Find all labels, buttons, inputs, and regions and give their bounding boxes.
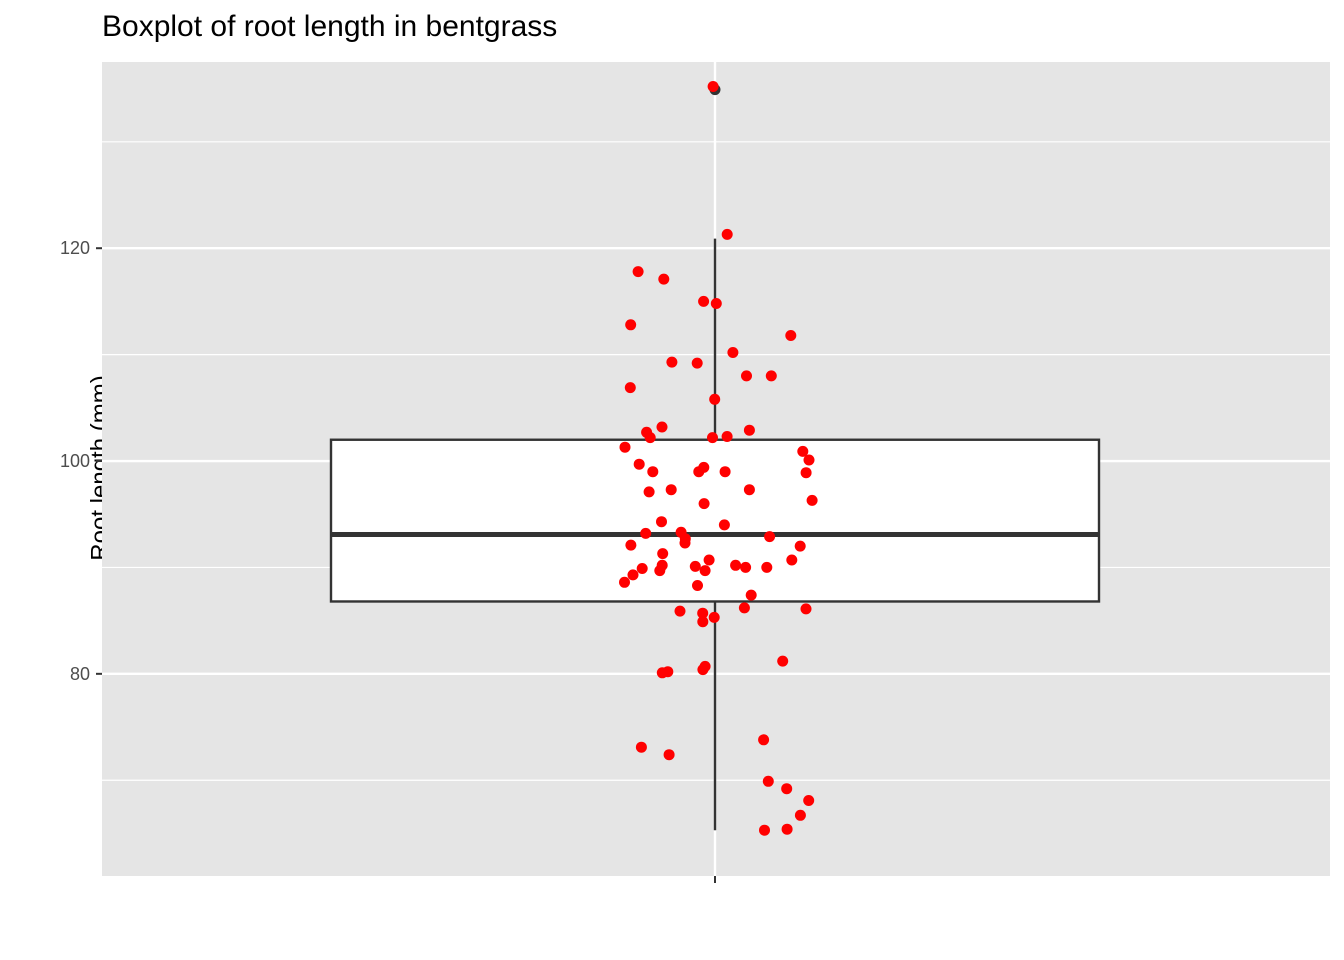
data-point: [674, 605, 686, 617]
data-point: [624, 382, 636, 394]
data-point: [740, 561, 752, 573]
data-point: [786, 554, 798, 566]
data-point: [625, 319, 637, 331]
data-point: [656, 667, 668, 679]
data-point: [619, 576, 630, 588]
data-point: [743, 484, 755, 496]
data-point: [633, 458, 645, 470]
data-point: [644, 432, 656, 444]
data-point: [703, 554, 715, 566]
data-point: [708, 611, 720, 623]
data-point: [761, 561, 773, 573]
data-point: [794, 540, 806, 552]
data-point: [800, 467, 812, 479]
data-point: [697, 616, 709, 628]
data-point: [727, 347, 739, 358]
data-point: [619, 441, 631, 453]
data-point: [656, 421, 668, 433]
data-point: [693, 466, 705, 478]
data-point: [759, 824, 770, 836]
data-point: [745, 589, 757, 601]
data-point: [785, 330, 797, 341]
axis-layer: 80 100 120: [60, 238, 716, 883]
data-point: [803, 795, 815, 806]
data-point: [721, 228, 733, 240]
y-tick-label: 100: [60, 451, 90, 471]
data-point: [781, 783, 793, 795]
data-point: [698, 498, 710, 510]
data-point: [697, 607, 709, 619]
data-point: [689, 560, 701, 572]
data-point: [718, 519, 730, 531]
data-point: [699, 565, 711, 577]
data-point: [636, 563, 648, 574]
data-point: [654, 565, 666, 577]
y-tick-label: 120: [60, 238, 90, 258]
data-point: [709, 393, 721, 405]
data-point: [719, 466, 731, 478]
data-point: [632, 266, 644, 278]
data-point: [765, 370, 777, 382]
data-point: [794, 809, 806, 821]
data-point: [743, 424, 755, 436]
data-point: [698, 295, 710, 307]
data-point: [710, 298, 722, 309]
data-point: [730, 559, 742, 571]
data-point: [665, 484, 677, 496]
data-point: [803, 454, 815, 466]
data-point: [777, 655, 789, 667]
data-point: [738, 602, 750, 614]
data-point: [764, 531, 776, 543]
data-point: [806, 494, 818, 506]
data-point: [627, 569, 639, 581]
data-point: [781, 823, 793, 835]
data-point: [663, 749, 675, 761]
points-layer: [619, 81, 818, 836]
data-point: [762, 775, 774, 787]
data-point: [721, 431, 733, 442]
chart-title: Boxplot of root length in bentgrass: [102, 10, 558, 43]
data-point: [691, 357, 703, 369]
data-point: [635, 741, 647, 753]
data-point: [658, 273, 670, 285]
data-point: [800, 603, 812, 615]
data-point: [679, 537, 691, 549]
data-point: [741, 370, 752, 382]
data-point: [657, 548, 669, 560]
data-point: [647, 466, 659, 478]
data-point: [692, 580, 703, 591]
data-point: [656, 516, 667, 528]
data-point: [625, 539, 637, 551]
data-point: [643, 486, 655, 498]
data-point: [697, 664, 709, 676]
data-point: [797, 445, 809, 457]
data-point: [666, 356, 678, 368]
data-point: [707, 81, 719, 92]
data-point: [640, 527, 652, 539]
iqr-box: [329, 438, 1101, 603]
data-point: [707, 432, 718, 444]
box-layer: [329, 84, 1101, 831]
y-tick-label: 80: [70, 664, 90, 684]
data-point: [758, 734, 770, 746]
